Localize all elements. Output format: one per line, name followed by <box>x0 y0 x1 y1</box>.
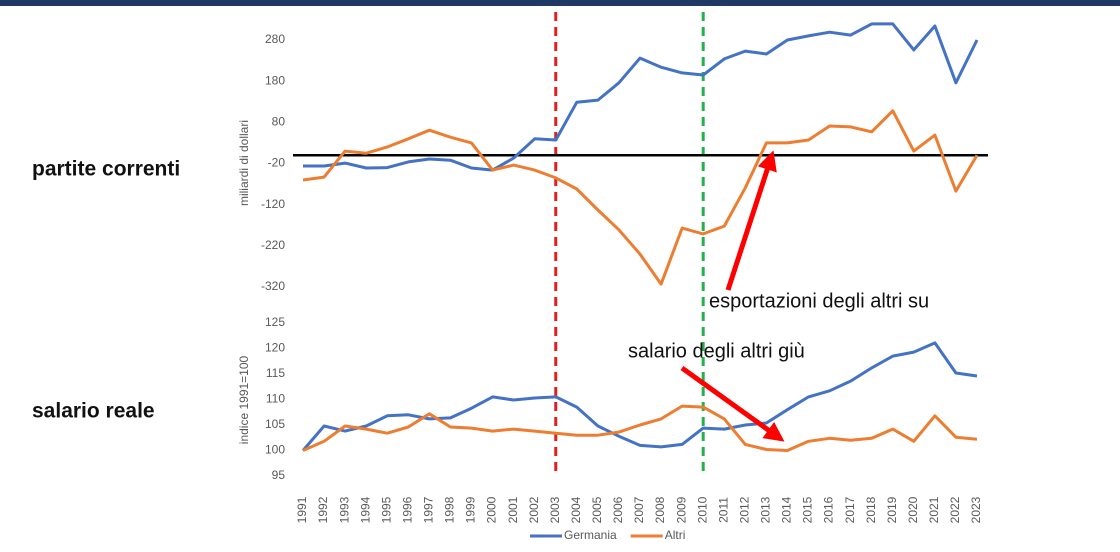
top-bar <box>0 0 1120 6</box>
x-tick-label: 1997 <box>422 496 436 523</box>
annotation: salario degli altri giù <box>628 340 805 362</box>
x-tick-label: 2008 <box>653 496 667 523</box>
x-tick-label: 1995 <box>379 496 393 523</box>
y-axis-title: miliardi di dollari <box>237 120 251 206</box>
x-tick-label: 2017 <box>843 496 857 523</box>
series-line <box>301 341 978 452</box>
x-tick-label: 2012 <box>737 496 751 523</box>
arrow <box>725 150 777 291</box>
row-label: salario reale <box>32 400 155 423</box>
x-tick-label: 2004 <box>569 496 583 523</box>
y-tick-label: -120 <box>261 197 285 211</box>
y-tick-label: -220 <box>261 238 285 252</box>
x-tick-label: 2019 <box>885 496 899 523</box>
series-line <box>303 22 979 172</box>
y-axis-title: indice 1991=100 <box>237 355 251 444</box>
legend-label: Germania <box>564 528 617 542</box>
y-tick-label: 80 <box>272 115 286 129</box>
x-tick-label: 2018 <box>864 496 878 523</box>
x-tick-label: 2013 <box>759 496 773 523</box>
annotation: esportazioni degli altri su <box>709 290 929 312</box>
x-tick-label: 2022 <box>948 496 962 523</box>
x-tick-label: 2020 <box>906 496 920 523</box>
y-tick-label: 105 <box>265 417 285 431</box>
y-tick-label: -20 <box>268 156 286 170</box>
x-tick-label: 2003 <box>548 496 562 523</box>
x-tick-label: 2001 <box>506 496 520 523</box>
x-tick-label: 2014 <box>780 496 794 523</box>
row-label: partite correnti <box>32 158 180 181</box>
x-tick-label: 1994 <box>358 496 372 523</box>
series-line <box>302 109 979 286</box>
x-tick-label: 1991 <box>295 496 309 523</box>
x-tick-label: 2023 <box>969 496 983 523</box>
x-tick-label: 2010 <box>695 496 709 523</box>
x-tick-label: 1999 <box>464 496 478 523</box>
y-tick-label: 125 <box>265 315 285 329</box>
y-tick-label: 100 <box>265 443 285 457</box>
arrow <box>680 365 785 442</box>
x-tick-label: 2021 <box>927 496 941 523</box>
x-tick-label: 2011 <box>716 497 730 523</box>
legend-label: Altri <box>665 528 686 542</box>
y-tick-label: -320 <box>261 279 285 293</box>
x-tick-label: 2007 <box>632 496 646 523</box>
y-tick-label: 180 <box>265 73 285 87</box>
x-tick-label: 2006 <box>611 496 625 523</box>
x-tick-label: 2016 <box>822 496 836 523</box>
y-tick-label: 280 <box>265 32 285 46</box>
x-tick-label: 2015 <box>801 496 815 523</box>
x-tick-label: 2009 <box>674 496 688 523</box>
y-tick-label: 120 <box>265 341 285 355</box>
x-tick-label: 1998 <box>443 496 457 523</box>
y-tick-label: 95 <box>272 468 286 482</box>
x-tick-label: 1996 <box>400 496 414 523</box>
x-tick-label: 1992 <box>316 496 330 523</box>
x-tick-label: 2005 <box>590 496 604 523</box>
series-line <box>302 404 978 452</box>
x-tick-label: 2000 <box>485 496 499 523</box>
y-tick-label: 110 <box>266 392 285 406</box>
y-tick-label: 115 <box>266 366 285 380</box>
x-tick-label: 1993 <box>337 496 351 523</box>
x-tick-label: 2002 <box>527 496 541 523</box>
